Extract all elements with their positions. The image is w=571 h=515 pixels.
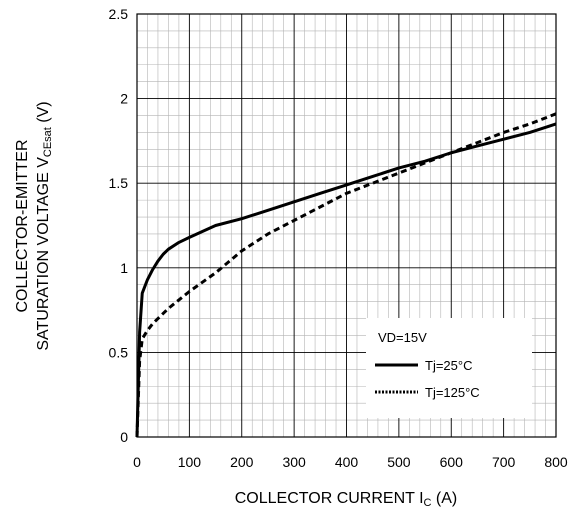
series-line-tj25 (135, 122, 557, 438)
x-tick-label: 0 (133, 454, 141, 470)
x-tick-label: 200 (230, 454, 254, 470)
y-tick-labels: 0 0.5 1 1.5 2 2.5 (109, 6, 129, 445)
legend-box (366, 318, 532, 418)
y-axis-label-line1: COLLECTOR-EMITTER (14, 139, 31, 312)
y-tick-label: 2.5 (109, 6, 129, 22)
legend-label-tj125: Tj=125°C (425, 385, 480, 400)
y-tick-label: 0.5 (109, 344, 129, 360)
y-tick-label: 2 (120, 91, 128, 107)
x-tick-label: 300 (282, 454, 306, 470)
x-axis-label: COLLECTOR CURRENT IC (A) (235, 490, 458, 509)
x-tick-label: 400 (335, 454, 359, 470)
y-tick-label: 1.5 (109, 175, 129, 191)
series-layer (135, 112, 557, 438)
legend-title: VD=15V (378, 330, 427, 345)
x-tick-label: 800 (544, 454, 568, 470)
x-tick-label: 100 (178, 454, 202, 470)
y-tick-label: 1 (120, 260, 128, 276)
y-tick-label: 0 (120, 429, 128, 445)
y-axis-label: COLLECTOR-EMITTER SATURATION VOLTAGE VCE… (14, 101, 54, 350)
x-tick-labels: 0 100 200 300 400 500 600 700 800 (133, 454, 568, 470)
x-tick-label: 500 (387, 454, 411, 470)
series-line-tj125 (135, 112, 557, 438)
y-axis-label-line2: SATURATION VOLTAGE VCEsat (V) (35, 101, 54, 350)
plot-frame (136, 13, 557, 438)
legend-label-tj25: Tj=25°C (425, 358, 472, 373)
legend: VD=15V Tj=25°C Tj=125°C (366, 318, 532, 418)
x-tick-label: 600 (440, 454, 464, 470)
x-tick-label: 700 (492, 454, 516, 470)
